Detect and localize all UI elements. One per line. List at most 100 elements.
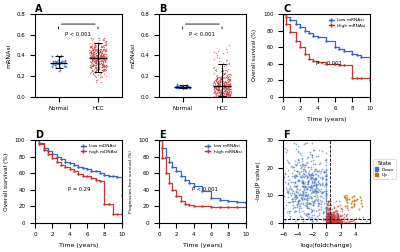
Point [328,214,334,218]
Point [224,89,230,93]
Point [318,194,324,198]
Point [215,85,221,89]
Point [62,59,68,63]
Point [331,215,338,219]
Point [87,50,93,54]
Point [310,203,317,207]
Point [306,196,312,200]
Point [294,174,300,178]
Point [308,215,314,219]
Point [358,198,364,202]
Point [328,220,335,224]
Point [335,219,342,223]
Point [226,94,232,99]
Point [328,220,335,225]
Point [278,183,284,187]
Point [284,210,291,214]
Point [88,38,95,42]
Point [216,83,222,87]
Point [211,80,218,84]
Point [224,92,230,96]
Point [309,155,315,159]
Point [311,176,318,180]
X-axis label: Time (years): Time (years) [183,243,222,248]
Point [304,206,310,210]
Point [88,62,94,66]
Point [214,73,220,77]
Point [328,213,334,217]
Point [313,186,320,190]
Point [87,71,93,75]
Point [325,218,331,223]
Point [301,182,308,186]
Point [326,218,333,222]
Point [328,214,334,218]
Point [298,198,305,202]
Point [218,78,225,82]
Text: P < 0.001: P < 0.001 [190,32,215,37]
Point [92,56,99,60]
Point [327,220,333,225]
Point [335,215,342,219]
Point [174,85,180,89]
Point [89,58,95,62]
Point [302,193,309,197]
Point [174,85,181,89]
Point [324,215,330,219]
Point [312,177,318,181]
Point [322,170,329,174]
Point [285,200,292,204]
Point [342,204,348,208]
Point [331,220,338,224]
Point [326,220,332,224]
Point [324,216,330,220]
Point [214,76,220,80]
Point [222,80,228,84]
Point [325,214,331,218]
Point [314,180,321,184]
Point [92,43,99,47]
Point [54,59,60,63]
Point [97,75,103,79]
Point [282,218,288,223]
Point [324,220,331,224]
Point [309,219,315,223]
Point [95,73,101,77]
Point [309,199,316,203]
Point [327,219,334,223]
Point [221,65,227,69]
Point [332,218,338,222]
Point [90,73,97,77]
Point [285,200,291,204]
Point [336,217,342,221]
Point [309,189,316,193]
Point [293,197,300,201]
Point [217,80,223,84]
Point [311,182,317,186]
Point [224,94,231,98]
Point [224,70,230,74]
Point [326,212,332,216]
Point [336,217,342,222]
Point [89,46,95,50]
Text: P < 0.001: P < 0.001 [192,187,218,192]
Point [324,214,330,218]
Point [324,220,330,224]
Point [211,65,217,69]
Point [88,50,94,54]
Point [95,60,102,64]
Point [214,76,221,80]
Point [54,61,60,65]
Point [292,162,298,166]
Point [210,90,217,94]
Point [336,218,342,222]
Point [300,172,307,176]
Point [226,92,232,97]
Point [102,52,109,56]
Point [88,50,94,54]
Point [326,219,332,223]
Point [324,220,331,224]
Point [292,174,299,178]
Point [342,195,348,199]
Point [98,63,105,67]
